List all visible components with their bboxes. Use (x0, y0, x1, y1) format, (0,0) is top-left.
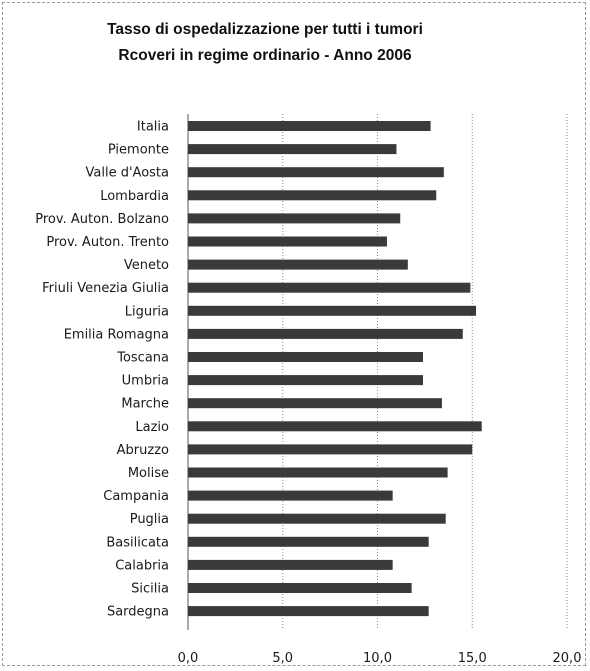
bar (188, 467, 448, 478)
category-label: Lazio (135, 420, 169, 435)
bar (188, 559, 393, 570)
x-tick-label: 10,0 (363, 651, 392, 666)
category-label: Molise (128, 466, 169, 481)
category-label: Prov. Auton. Trento (46, 235, 169, 250)
bar (188, 375, 423, 386)
category-label: Abruzzo (117, 443, 169, 458)
category-label: Veneto (124, 258, 169, 273)
bar (188, 213, 401, 224)
bar (188, 398, 442, 409)
category-label: Calabria (115, 558, 169, 573)
category-label: Sardegna (107, 605, 169, 620)
bar (188, 421, 482, 432)
bar (188, 121, 431, 131)
bar (188, 536, 429, 547)
category-label: Puglia (130, 512, 169, 527)
category-label: Marche (121, 397, 169, 412)
bar (188, 282, 471, 293)
x-tick-label: 5,0 (272, 651, 293, 666)
category-label: Basilicata (106, 535, 169, 550)
bar (188, 305, 477, 316)
bar (188, 606, 429, 617)
x-tick-label: 20,0 (553, 651, 582, 666)
chart-frame (2, 2, 586, 666)
category-label: Toscana (116, 351, 169, 366)
bar (188, 144, 397, 155)
category-label: Valle d'Aosta (86, 166, 169, 181)
bar (188, 190, 437, 201)
x-tick-label: 0,0 (178, 651, 199, 666)
category-label: Friuli Venezia Giulia (42, 281, 169, 296)
bar (188, 259, 408, 270)
category-label: Emilia Romagna (64, 327, 169, 342)
category-label: Umbria (122, 374, 169, 389)
bar (188, 513, 446, 524)
category-label: Prov. Auton. Bolzano (35, 212, 169, 227)
bar (188, 328, 463, 339)
x-tick-label: 15,0 (458, 651, 487, 666)
bar (188, 236, 387, 247)
bar (188, 167, 444, 178)
category-label: Piemonte (108, 143, 169, 158)
bar (188, 583, 412, 593)
plot-area: 0,0 5,0 10,0 15,0 20,0 Italia Piemonte Valle d'… (35, 114, 581, 666)
category-label: Liguria (125, 304, 169, 319)
category-label: Lombardia (100, 189, 169, 204)
chart-title: Tasso di ospedalizzazione per tutti i tu… (107, 21, 423, 38)
category-label: Sicilia (131, 582, 169, 597)
category-label: Campania (103, 489, 169, 504)
category-label: Italia (137, 120, 169, 135)
chart-subtitle: Rcoveri in regime ordinario - Anno 2006 (118, 47, 412, 64)
bar (188, 444, 473, 455)
bar (188, 352, 423, 362)
bar (188, 490, 393, 501)
